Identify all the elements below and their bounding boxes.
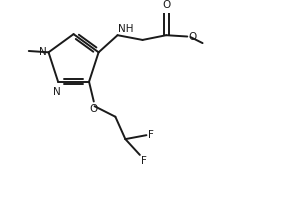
Text: N: N xyxy=(39,47,46,56)
Text: F: F xyxy=(141,156,147,166)
Text: F: F xyxy=(148,130,154,140)
Text: NH: NH xyxy=(118,24,133,34)
Text: O: O xyxy=(89,104,97,114)
Text: N: N xyxy=(53,87,61,97)
Text: O: O xyxy=(162,0,170,10)
Text: O: O xyxy=(188,31,196,42)
